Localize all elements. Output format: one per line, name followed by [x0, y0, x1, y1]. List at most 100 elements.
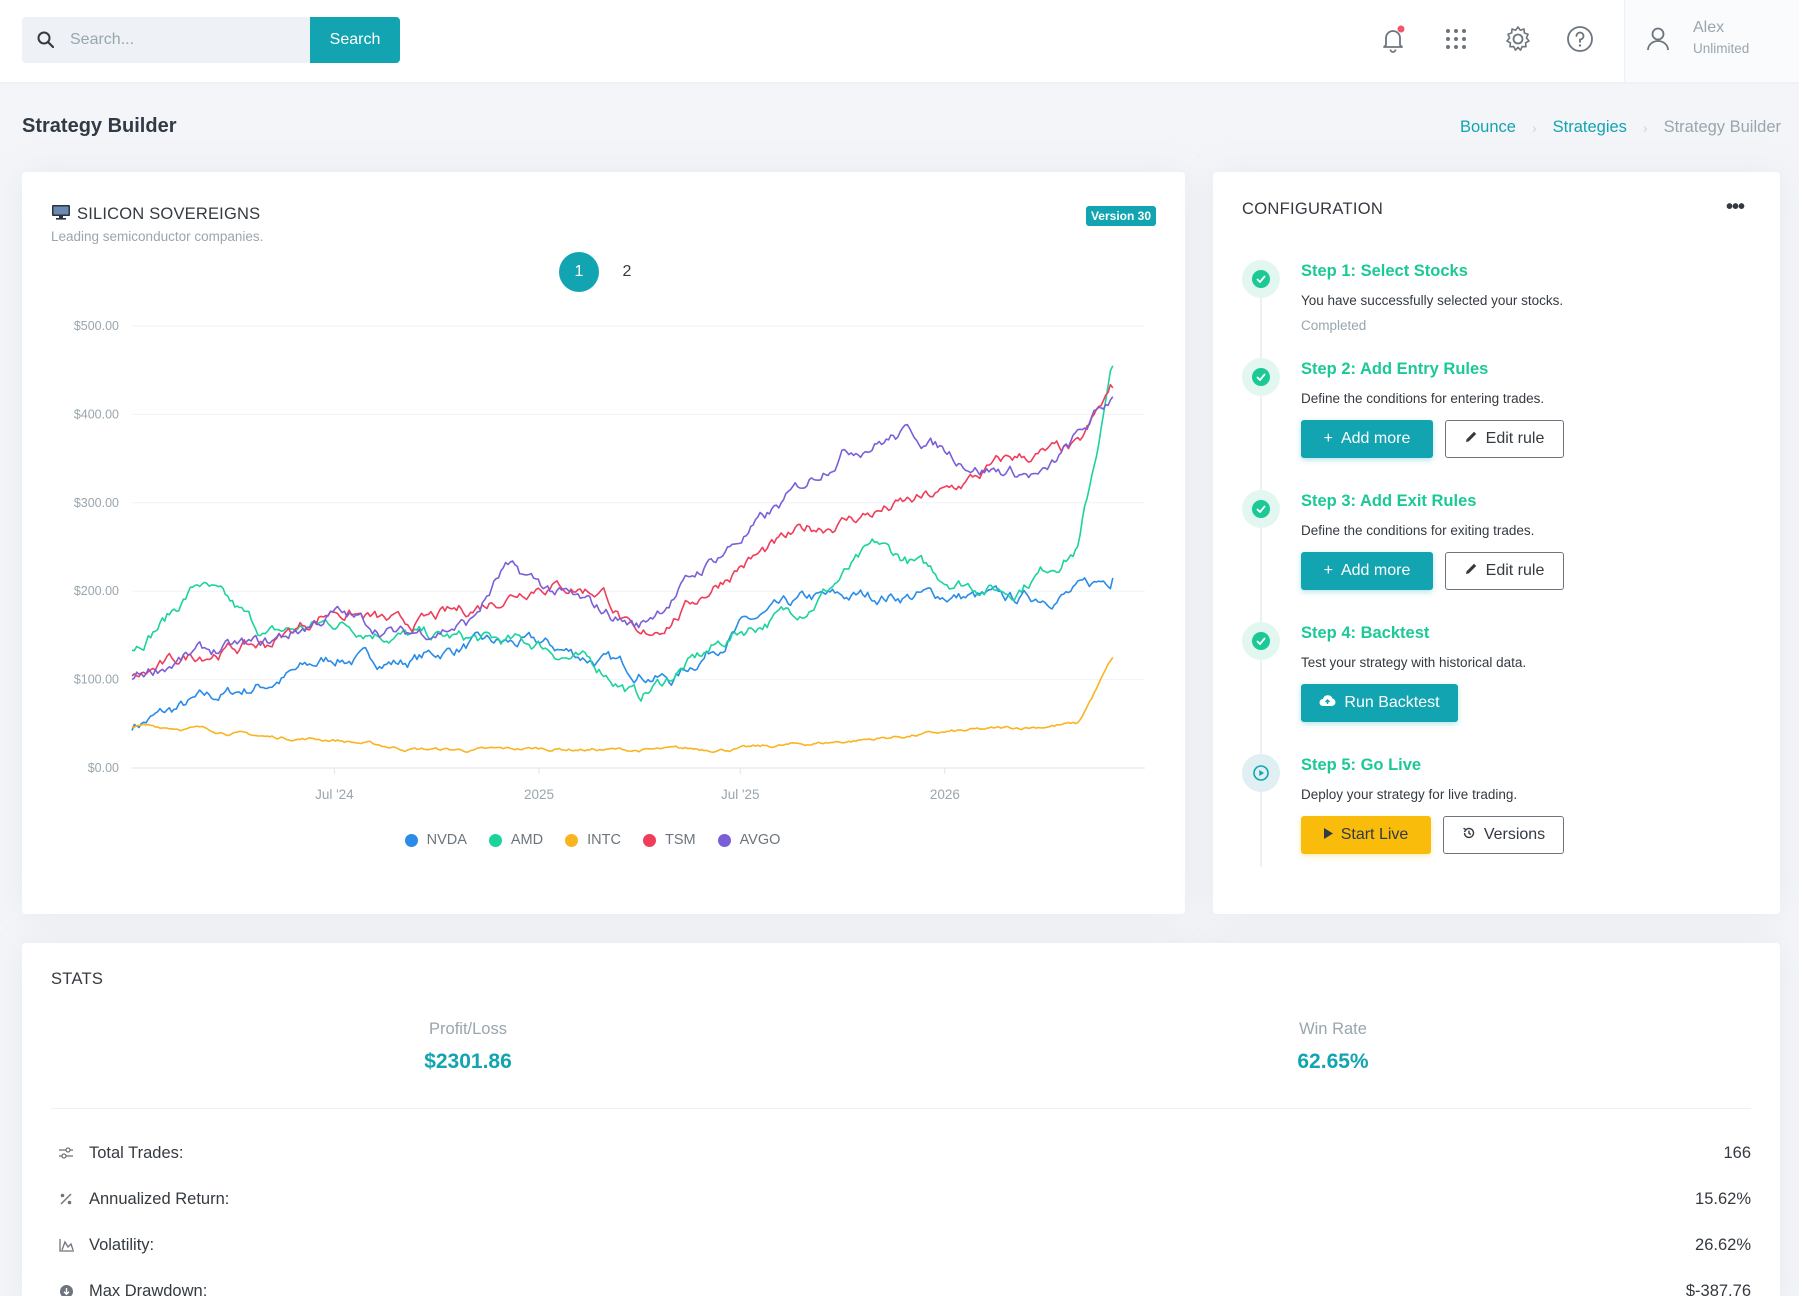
- stat-label: Max Drawdown:: [89, 1281, 208, 1296]
- check-circle-icon: [1242, 490, 1280, 528]
- legend-label: AVGO: [739, 832, 781, 848]
- exit-edit-rule-button[interactable]: Edit rule: [1445, 552, 1564, 590]
- y-tick-label: $300.00: [74, 496, 119, 510]
- strategy-name: SILICON SOVEREIGNS: [77, 205, 261, 223]
- breadcrumb-bounce[interactable]: Bounce: [1459, 118, 1516, 136]
- step-1-status: Completed: [1301, 318, 1367, 333]
- stat-value: $-387.76: [1685, 1281, 1751, 1296]
- step-1-description: You have successfully selected your stoc…: [1301, 293, 1564, 308]
- legend-label: TSM: [664, 832, 696, 848]
- more-options-icon[interactable]: •••: [1725, 196, 1745, 218]
- entry-add-more-button[interactable]: + Add more: [1301, 420, 1433, 458]
- chart-area-icon: [59, 1238, 81, 1252]
- stat-value: 166: [1723, 1143, 1751, 1162]
- series-line-avgo: [131, 396, 1114, 681]
- x-tick-label: Jul '24: [315, 787, 354, 802]
- search-input[interactable]: [70, 17, 300, 63]
- stat-value: 26.62%: [1695, 1235, 1751, 1254]
- grid-icon[interactable]: [1441, 24, 1471, 54]
- legend-item-avgo[interactable]: AVGO: [717, 832, 781, 848]
- kpi-profit-loss: Profit/Loss $2301.86: [168, 1020, 768, 1074]
- legend-item-intc[interactable]: INTC: [565, 832, 621, 848]
- page-button-2[interactable]: 2: [607, 252, 647, 292]
- y-tick-label: $100.00: [74, 673, 119, 687]
- kpi-label: Win Rate: [1299, 1020, 1367, 1038]
- search-button[interactable]: Search: [310, 17, 400, 63]
- user-menu[interactable]: Alex Unlimited: [1624, 0, 1799, 82]
- play-icon: [1323, 826, 1333, 844]
- check-circle-icon: [1242, 260, 1280, 298]
- stats-divider: [51, 1108, 1751, 1109]
- start-live-button[interactable]: Start Live: [1301, 816, 1431, 854]
- configuration-title: CONFIGURATION: [1242, 200, 1384, 218]
- play-circle-icon: [1242, 754, 1280, 792]
- stat-row-annualized-return: Annualized Return: 15.62%: [51, 1176, 1751, 1222]
- bell-icon[interactable]: [1378, 24, 1408, 54]
- user-name: Alex: [1693, 19, 1725, 36]
- legend-swatch: [642, 833, 656, 847]
- user-icon: [1643, 24, 1673, 59]
- chart-legend: NVDA AMD INTC TSM AVGO: [0, 832, 1185, 848]
- top-bar: Search Alex Unlimited: [0, 0, 1799, 82]
- help-circle-icon[interactable]: [1565, 24, 1595, 54]
- step-5-title: Step 5: Go Live: [1301, 756, 1422, 774]
- breadcrumb-strategies[interactable]: Strategies: [1552, 118, 1627, 136]
- legend-swatch: [565, 833, 579, 847]
- breadcrumb-current: Strategy Builder: [1663, 118, 1781, 136]
- gear-icon[interactable]: [1503, 24, 1533, 54]
- step-4-title: Step 4: Backtest: [1301, 624, 1430, 642]
- stats-title: STATS: [51, 970, 104, 988]
- stat-label: Total Trades:: [89, 1143, 184, 1162]
- legend-item-nvda[interactable]: NVDA: [404, 832, 467, 848]
- legend-label: AMD: [510, 832, 544, 848]
- legend-label: INTC: [587, 832, 621, 848]
- run-backtest-button[interactable]: Run Backtest: [1301, 684, 1458, 722]
- step-1-title: Step 1: Select Stocks: [1301, 262, 1468, 280]
- kpi-value: $2301.86: [424, 1050, 512, 1073]
- y-tick-label: $500.00: [74, 319, 119, 333]
- step-3-title: Step 3: Add Exit Rules: [1301, 492, 1477, 510]
- series-line-tsm: [131, 383, 1114, 678]
- chart-pager: 1 2: [559, 252, 647, 292]
- pencil-icon: [1465, 430, 1478, 448]
- legend-item-tsm[interactable]: TSM: [642, 832, 696, 848]
- user-plan: Unlimited: [1693, 41, 1750, 56]
- y-tick-label: $0.00: [88, 761, 119, 775]
- cloud-upload-icon: [1319, 694, 1336, 712]
- step-5-description: Deploy your strategy for live trading.: [1301, 787, 1518, 802]
- legend-swatch: [717, 833, 731, 847]
- plus-icon: +: [1323, 562, 1333, 579]
- series-line-amd: [131, 365, 1114, 702]
- chevron-right-icon: ›: [1531, 119, 1537, 136]
- series-line-nvda: [131, 577, 1114, 731]
- page-button-1[interactable]: 1: [559, 252, 599, 292]
- x-tick-label: Jul '25: [721, 787, 760, 802]
- kpi-value: 62.65%: [1297, 1050, 1369, 1073]
- strategy-chart-card: SILICON SOVEREIGNS Leading semiconductor…: [22, 172, 1185, 914]
- legend-label: NVDA: [426, 832, 467, 848]
- legend-swatch: [488, 833, 502, 847]
- y-tick-label: $400.00: [74, 407, 119, 421]
- y-tick-label: $200.00: [74, 584, 119, 598]
- price-chart: $500.00 $400.00 $300.00 $200.00 $100.00 $0.00…: [74, 319, 1145, 802]
- legend-item-amd[interactable]: AMD: [488, 832, 544, 848]
- x-tick-label: 2025: [524, 787, 554, 802]
- exit-add-more-button[interactable]: + Add more: [1301, 552, 1433, 590]
- configuration-card: CONFIGURATION ••• Step 1: Select Stocks …: [1213, 172, 1780, 914]
- check-circle-icon: [1242, 358, 1280, 396]
- series-line-intc: [131, 657, 1114, 754]
- page-title: Strategy Builder: [22, 115, 177, 137]
- stat-row-total-trades: Total Trades: 166: [51, 1130, 1751, 1176]
- versions-button[interactable]: Versions: [1443, 816, 1564, 854]
- stats-card: STATS Profit/Loss $2301.86 Win Rate 62.6…: [22, 943, 1780, 1296]
- version-badge: Version 30: [1085, 206, 1156, 226]
- timeline-line: [1260, 267, 1262, 867]
- breadcrumb: Bounce › Strategies › Strategy Builder: [1460, 118, 1781, 137]
- legend-swatch: [404, 833, 418, 847]
- entry-edit-rule-button[interactable]: Edit rule: [1445, 420, 1564, 458]
- step-2-description: Define the conditions for entering trade…: [1301, 391, 1545, 406]
- kpi-win-rate: Win Rate 62.65%: [1033, 1020, 1633, 1074]
- stat-label: Volatility:: [89, 1235, 155, 1254]
- step-3-description: Define the conditions for exiting trades…: [1301, 523, 1535, 538]
- history-icon: [1462, 826, 1476, 845]
